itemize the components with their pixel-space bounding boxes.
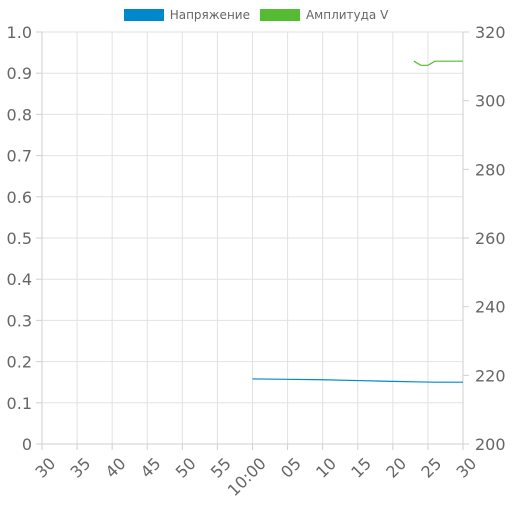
x-tick-label: 45 [137, 454, 165, 482]
left-tick-label: 0.6 [7, 188, 32, 207]
x-tick-label: 55 [207, 454, 235, 482]
x-tick-label: 05 [277, 454, 305, 482]
legend-swatch-amplitude [259, 9, 300, 21]
grid-lines [41, 31, 464, 445]
x-tick-label: 20 [382, 454, 410, 482]
left-tick-label: 0.2 [7, 353, 32, 372]
series-line-voltage [252, 378, 463, 383]
right-tick-label: 280 [475, 160, 506, 179]
right-tick-label: 260 [475, 229, 506, 248]
left-tick-label: 0.5 [7, 229, 32, 248]
right-tick-label: 320 [475, 23, 506, 42]
right-axis-ticks: 200 220 240 260 280 300 320 [463, 23, 506, 454]
x-tick-label: 10:00 [224, 454, 270, 500]
legend-item-voltage[interactable]: Напряжение [123, 8, 250, 22]
series-line-amplitude [413, 60, 463, 66]
left-tick-label: 0.1 [7, 394, 32, 413]
left-tick-label: 0.7 [7, 147, 32, 166]
left-tick-label: 0.3 [7, 311, 32, 330]
x-tick-label: 15 [347, 454, 375, 482]
left-tick-label: 1.0 [7, 23, 32, 42]
left-axis-ticks: 0 0.1 0.2 0.3 0.4 0.5 0.6 0.7 0.8 0.9 1.0 [7, 23, 42, 454]
left-tick-label: 0.9 [7, 64, 32, 83]
x-tick-label: 40 [102, 454, 130, 482]
legend-item-amplitude[interactable]: Амплитуда V [259, 8, 389, 22]
left-tick-label: 0.4 [7, 270, 32, 289]
x-tick-label: 10 [312, 454, 340, 482]
right-tick-label: 240 [475, 298, 506, 317]
legend-swatch-voltage [123, 9, 164, 21]
chart-legend: Напряжение Амплитуда V [0, 6, 512, 24]
right-tick-label: 200 [475, 435, 506, 454]
x-tick-label: 30 [452, 454, 480, 482]
right-tick-label: 300 [475, 92, 506, 111]
left-tick-label: 0.8 [7, 105, 32, 124]
x-tick-label: 25 [417, 454, 445, 482]
series-lines [252, 60, 463, 383]
left-tick-label: 0 [22, 435, 32, 454]
legend-label-amplitude: Амплитуда V [305, 8, 389, 22]
x-tick-label: 35 [67, 454, 95, 482]
x-tick-label: 30 [31, 454, 59, 482]
x-tick-label: 50 [172, 454, 200, 482]
right-tick-label: 220 [475, 366, 506, 385]
legend-label-voltage: Напряжение [169, 8, 250, 22]
